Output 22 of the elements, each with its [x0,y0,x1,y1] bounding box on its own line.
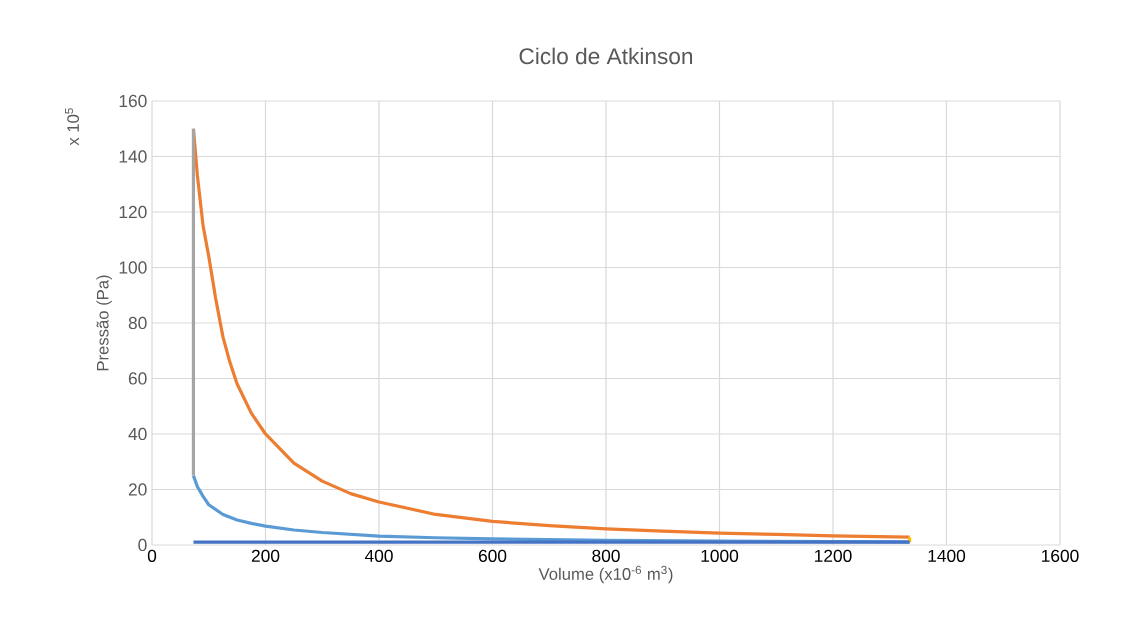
y-tick-label: 100 [119,261,147,274]
x-tick-label: 200 [251,549,280,562]
x-tick-label: 1400 [928,549,966,562]
y-tick-label: 40 [128,427,147,441]
y-tick-label: 160 [119,94,147,108]
y-axis-title: Pressão (Pa) [96,275,112,371]
x-tick-label: 1000 [701,549,739,562]
x-tick-label: 800 [592,549,620,562]
y-tick-label: 20 [128,483,147,496]
y-tick-label: 0 [138,538,147,552]
x-tick-label: 1200 [815,549,852,562]
x-axis-title: Volume (x10$^{-6}$ m$^{3}$) [538,565,673,584]
y-tick-label: 120 [119,205,147,219]
chart-title: Ciclo de Atkinson [519,47,693,65]
x-tick-label: 600 [478,549,507,562]
text: x 10$^{5}$ [65,108,80,146]
x-tick-label: 0 [147,549,157,562]
y-tick-label: 80 [128,316,147,330]
x-tick-label: 1600 [1042,549,1079,562]
y-tick-label: 140 [119,150,147,163]
y-tick-label: 60 [128,372,147,385]
x-tick-label: 400 [364,549,393,562]
